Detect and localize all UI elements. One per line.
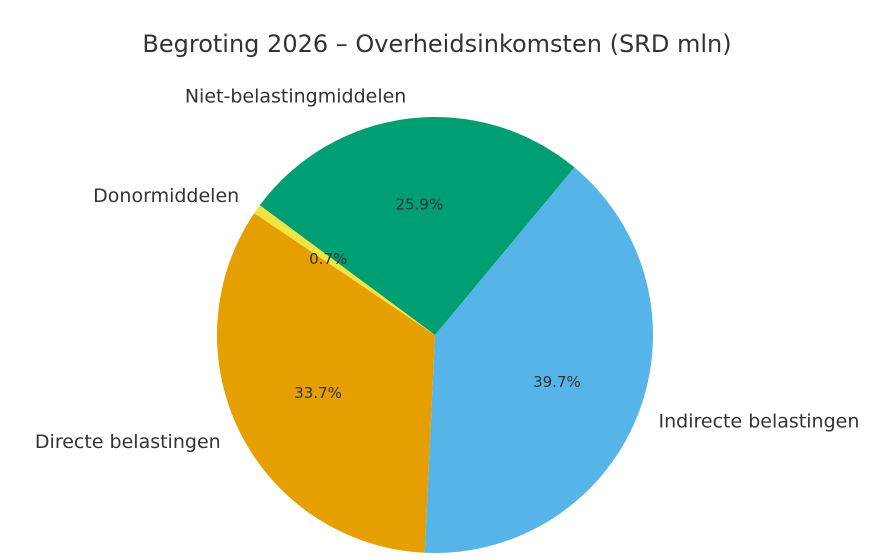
pie-slice <box>254 205 435 335</box>
pie-slice <box>424 167 653 553</box>
chart-title: Begroting 2026 – Overheidsinkomsten (SRD… <box>142 30 731 58</box>
percent-label: 39.7% <box>533 373 581 391</box>
pie-slice <box>259 117 575 336</box>
percent-label: 0.7% <box>309 250 347 268</box>
slice-label: Indirecte belastingen <box>659 410 860 432</box>
pie-slice <box>216 213 435 553</box>
slice-label: Niet-belastingmiddelen <box>185 85 407 107</box>
slice-label: Donormiddelen <box>93 185 239 207</box>
percent-label: 33.7% <box>294 384 342 402</box>
slice-label: Directe belastingen <box>35 431 221 453</box>
percent-label: 25.9% <box>396 196 444 214</box>
